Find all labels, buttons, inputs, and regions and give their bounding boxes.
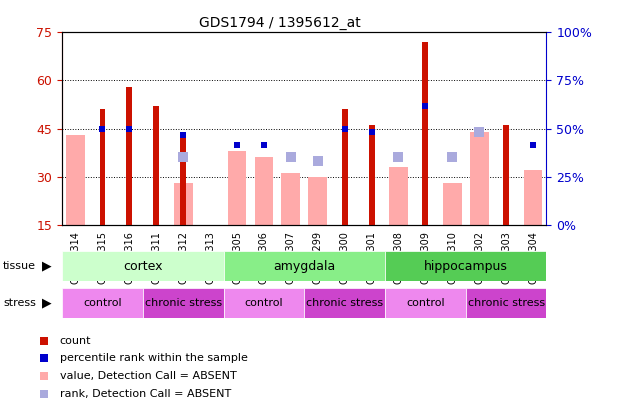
- Bar: [153, 106, 159, 225]
- Bar: [174, 183, 193, 225]
- Text: chronic stress: chronic stress: [306, 298, 383, 308]
- Bar: [443, 183, 461, 225]
- Bar: [503, 126, 509, 225]
- Bar: [227, 151, 247, 225]
- Text: count: count: [60, 336, 91, 346]
- Bar: [255, 158, 273, 225]
- Text: control: control: [83, 298, 122, 308]
- Bar: [281, 173, 300, 225]
- Bar: [389, 167, 408, 225]
- Bar: [524, 170, 542, 225]
- Text: ▶: ▶: [42, 296, 52, 309]
- Text: hippocampus: hippocampus: [424, 260, 508, 273]
- Text: cortex: cortex: [123, 260, 163, 273]
- Text: ▶: ▶: [42, 260, 52, 273]
- Text: value, Detection Call = ABSENT: value, Detection Call = ABSENT: [60, 371, 237, 381]
- Bar: [304, 288, 385, 318]
- Bar: [466, 288, 546, 318]
- Text: control: control: [245, 298, 283, 308]
- Text: stress: stress: [3, 298, 36, 308]
- Bar: [224, 251, 385, 281]
- Text: chronic stress: chronic stress: [145, 298, 222, 308]
- Bar: [143, 288, 224, 318]
- Bar: [66, 135, 85, 225]
- Bar: [62, 251, 224, 281]
- Bar: [62, 288, 143, 318]
- Bar: [99, 109, 106, 225]
- Bar: [224, 288, 304, 318]
- Text: rank, Detection Call = ABSENT: rank, Detection Call = ABSENT: [60, 389, 231, 399]
- Bar: [180, 132, 186, 225]
- Bar: [385, 251, 546, 281]
- Text: chronic stress: chronic stress: [468, 298, 545, 308]
- Bar: [385, 288, 466, 318]
- Text: amygdala: amygdala: [273, 260, 335, 273]
- Bar: [127, 87, 132, 225]
- Text: control: control: [406, 298, 445, 308]
- Bar: [369, 126, 374, 225]
- Text: GDS1794 / 1395612_at: GDS1794 / 1395612_at: [199, 16, 360, 30]
- Bar: [342, 109, 348, 225]
- Bar: [469, 132, 489, 225]
- Bar: [308, 177, 327, 225]
- Bar: [422, 42, 428, 225]
- Text: percentile rank within the sample: percentile rank within the sample: [60, 354, 248, 363]
- Text: tissue: tissue: [3, 261, 36, 271]
